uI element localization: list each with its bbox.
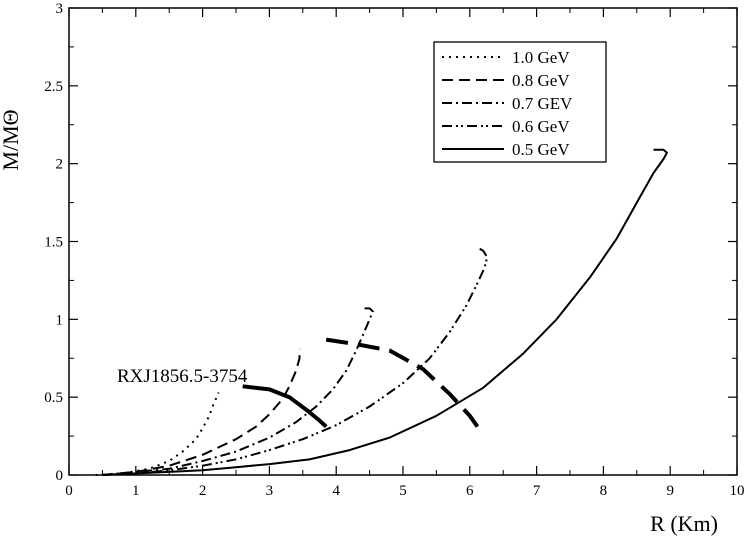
x-tick-label: 6 (466, 483, 474, 499)
y-tick-label: 3 (56, 1, 64, 17)
y-tick-label: 0 (56, 468, 64, 484)
x-tick-label: 7 (533, 483, 541, 499)
series-0-7-gev-line (102, 307, 374, 476)
x-tick-label: 1 (132, 483, 140, 499)
y-tick-label: 1.5 (44, 235, 63, 251)
x-tick-label: 4 (332, 483, 340, 499)
plot-frame (68, 7, 738, 476)
x-tick-label: 3 (266, 483, 274, 499)
x-tick-label: 9 (666, 483, 674, 499)
series-0-5-gev-line (102, 148, 668, 476)
legend-entry-label: 0.7 GEV (512, 94, 573, 113)
series-1-0-gev-line (95, 392, 220, 476)
legend-entry-label: 0.8 GeV (512, 71, 570, 90)
rxj-annotation-label: RXJ1856.5-3754 (117, 366, 248, 387)
x-tick-label: 8 (600, 483, 608, 499)
legend: 1.0 GeV 0.8 GeV 0.7 GEV 0.6 GeV 0.5 GeV (433, 41, 607, 163)
x-axis-title: R (Km) (650, 511, 718, 536)
x-tick-label: 5 (399, 483, 407, 499)
series-0-6-gev-line (102, 246, 489, 476)
rxj-constraint-dashed (325, 337, 482, 432)
y-axis-title: M/MΘ (0, 109, 23, 170)
y-tick-label: 0.5 (44, 390, 63, 406)
y-tick-label: 1 (56, 312, 64, 328)
x-tick-label: 0 (65, 483, 73, 499)
rxj-constraint-solid (242, 384, 328, 429)
y-tick-label: 2.5 (44, 79, 63, 95)
ticks-layer: 0 1 2 3 4 5 6 7 8 9 10 0 0.5 1 1.5 2 2.5 3 (44, 1, 744, 499)
legend-entry-label: 0.6 GeV (512, 117, 570, 136)
x-tick-label: 2 (199, 483, 207, 499)
x-tick-label: 10 (730, 483, 745, 499)
series-0-8-gev-line (102, 348, 301, 476)
legend-entry-label: 1.0 GeV (512, 48, 570, 67)
series-layer (95, 148, 668, 476)
legend-entry-label: 0.5 GeV (512, 140, 570, 159)
y-tick-label: 2 (56, 157, 64, 173)
